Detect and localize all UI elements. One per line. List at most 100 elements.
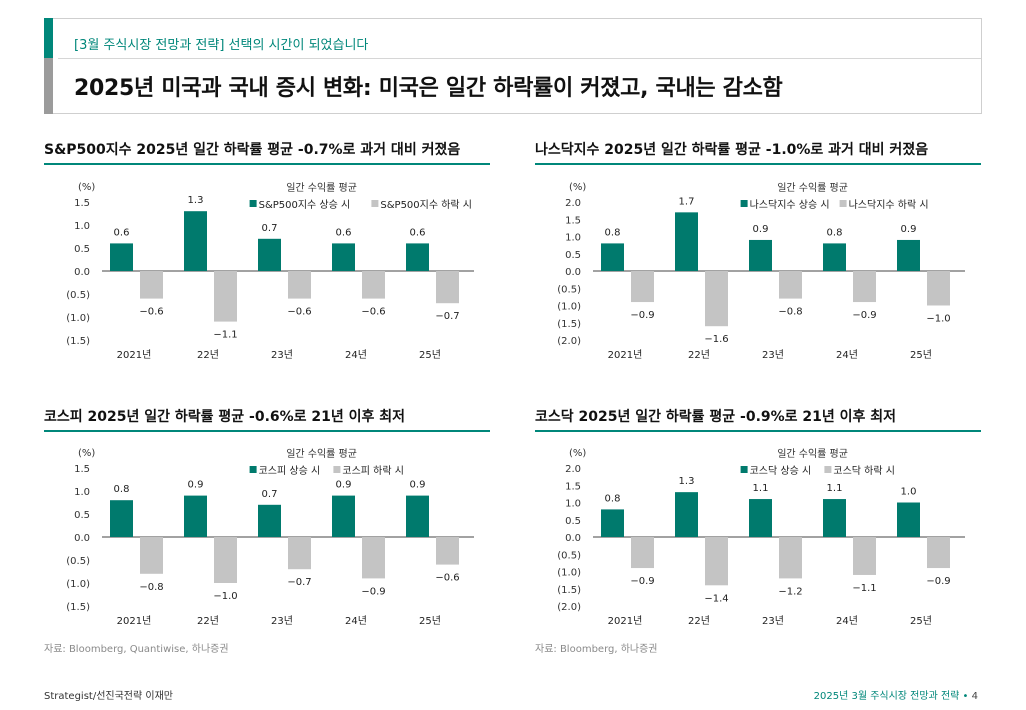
bar-up <box>110 243 133 271</box>
bar-up <box>258 238 281 271</box>
bar-up <box>675 492 698 537</box>
data-label-up: 0.9 <box>410 480 426 491</box>
data-label-down: −1.0 <box>926 314 950 325</box>
bar-up <box>897 502 920 537</box>
x-category-label: 22년 <box>197 349 219 361</box>
bar-chart-kosdaq: (%) 2.0 1.5 1.0 0.5 0.0 (0.5) (1.0) (1.5) (2.0) 0.… <box>557 448 965 627</box>
data-label-down: −0.8 <box>778 307 802 318</box>
data-label-up: 1.3 <box>679 476 695 487</box>
y-tick-label: 0.0 <box>74 533 90 544</box>
bar-down <box>362 271 385 299</box>
data-label-up: 1.1 <box>827 483 843 494</box>
y-tick-label: 2.0 <box>565 464 581 475</box>
x-category-label: 22년 <box>688 615 710 627</box>
header-accent-bar-gray <box>44 58 53 114</box>
data-label-down: −1.1 <box>852 583 876 594</box>
bar-down <box>927 271 950 306</box>
y-tick-label: (0.5) <box>66 290 90 301</box>
y-tick-label: 1.0 <box>74 487 90 498</box>
data-label-down: −1.2 <box>778 586 802 597</box>
legend-label-down: 코스닥 하락 시 <box>833 464 895 477</box>
footer-report-label: 2025년 3월 주식시장 전망과 전략 • <box>813 691 969 702</box>
y-tick-label: (2.0) <box>557 602 581 613</box>
footer-report-name: 2025년 3월 주식시장 전망과 전략 • 4 <box>814 687 978 702</box>
y-tick-label: (1.5) <box>66 602 90 613</box>
y-tick-label: (1.5) <box>557 585 581 596</box>
legend-swatch-down <box>371 200 379 207</box>
header-divider <box>58 58 981 59</box>
y-tick-label: 0.0 <box>74 267 90 278</box>
bar-chart-kospi: (%) 1.5 1.0 0.5 0.0 (0.5) (1.0) (1.5) 0.8 −0.8 202… <box>66 448 474 627</box>
data-label-down: −0.8 <box>139 582 163 593</box>
data-label-up: 0.6 <box>410 227 426 238</box>
y-tick-label: (1.0) <box>557 302 581 313</box>
y-tick-label: (1.0) <box>557 568 581 579</box>
bar-up <box>184 211 207 271</box>
bar-down <box>214 271 237 322</box>
data-label-up: 0.8 <box>605 227 621 238</box>
bar-up <box>897 239 920 271</box>
data-label-up: 1.3 <box>188 195 204 206</box>
data-label-down: −0.6 <box>361 307 385 318</box>
bar-down <box>140 537 163 574</box>
y-tick-label: 0.5 <box>74 244 90 255</box>
bar-chart-sp500: (%) 1.5 1.0 0.5 0.0 (0.5) (1.0) (1.5) 0.6 −0.6 202… <box>66 182 474 361</box>
legend-swatch-down <box>824 466 832 473</box>
data-label-up: 0.8 <box>605 493 621 504</box>
x-category-label: 24년 <box>345 615 367 627</box>
bar-up <box>406 243 429 271</box>
bar-chart-nasdaq: (%) 2.0 1.5 1.0 0.5 0.0 (0.5) (1.0) (1.5) (2.0) 0.… <box>557 182 965 361</box>
data-label-up: 0.9 <box>753 224 769 235</box>
page-title: 2025년 미국과 국내 증시 변화: 미국은 일간 하락률이 커졌고, 국내는… <box>74 76 783 101</box>
legend-label-down: 코스피 하락 시 <box>342 464 404 477</box>
legend-label-up: 나스닥지수 상승 시 <box>750 199 830 211</box>
chart-title-kosdaq: 코스닥 2025년 일간 하락률 평균 -0.9%로 21년 이후 최저 <box>535 409 897 425</box>
footer-author: Strategist/선진국전략 이재만 <box>44 691 173 702</box>
data-label-up: 1.7 <box>679 196 695 207</box>
legend-title: 일간 수익률 평균 <box>777 182 848 194</box>
y-unit-label: (%) <box>78 448 95 459</box>
legend-swatch-up <box>249 200 257 207</box>
data-label-up: 0.9 <box>901 224 917 235</box>
chart-title-kospi: 코스피 2025년 일간 하락률 평균 -0.6%로 21년 이후 최저 <box>44 409 406 425</box>
legend-swatch-up <box>740 200 748 207</box>
x-category-label: 2021년 <box>608 349 643 361</box>
bar-down <box>853 537 876 575</box>
x-category-label: 22년 <box>197 615 219 627</box>
data-label-down: −1.0 <box>213 591 237 602</box>
header-box <box>44 18 982 114</box>
legend-swatch-down <box>839 200 847 207</box>
bar-up <box>258 504 281 537</box>
y-tick-label: 0.5 <box>565 516 581 527</box>
data-label-down: −0.9 <box>361 586 385 597</box>
legend-swatch-up <box>249 466 257 473</box>
y-unit-label: (%) <box>569 182 586 193</box>
y-tick-label: 1.0 <box>565 233 581 244</box>
legend-label-down: S&P500지수 하락 시 <box>380 198 472 211</box>
data-label-down: −1.6 <box>704 334 728 345</box>
x-category-label: 25년 <box>910 349 932 361</box>
bar-down <box>705 537 728 586</box>
bar-down <box>853 271 876 303</box>
y-tick-label: 1.5 <box>565 481 581 492</box>
data-label-down: −0.6 <box>287 307 311 318</box>
y-tick-label: 2.0 <box>565 198 581 209</box>
legend-label-down: 나스닥지수 하락 시 <box>849 198 929 211</box>
data-label-up: 0.6 <box>336 227 352 238</box>
data-label-down: −0.7 <box>435 311 459 322</box>
data-label-down: −0.9 <box>630 576 654 587</box>
y-tick-label: 0.0 <box>565 533 581 544</box>
x-category-label: 22년 <box>688 349 710 361</box>
bar-down <box>436 271 459 304</box>
data-label-up: 0.8 <box>114 484 130 495</box>
x-category-label: 2021년 <box>117 615 152 627</box>
y-tick-label: 0.5 <box>74 510 90 521</box>
x-category-label: 23년 <box>271 615 293 627</box>
page-number: 4 <box>971 691 978 702</box>
y-unit-label: (%) <box>78 182 95 193</box>
data-label-down: −0.7 <box>287 577 311 588</box>
y-tick-label: (0.5) <box>557 550 581 561</box>
x-category-label: 25년 <box>910 615 932 627</box>
report-subtitle: [3월 주식시장 전망과 전략] 선택의 시간이 되었습니다 <box>74 38 369 53</box>
data-label-up: 0.9 <box>336 480 352 491</box>
